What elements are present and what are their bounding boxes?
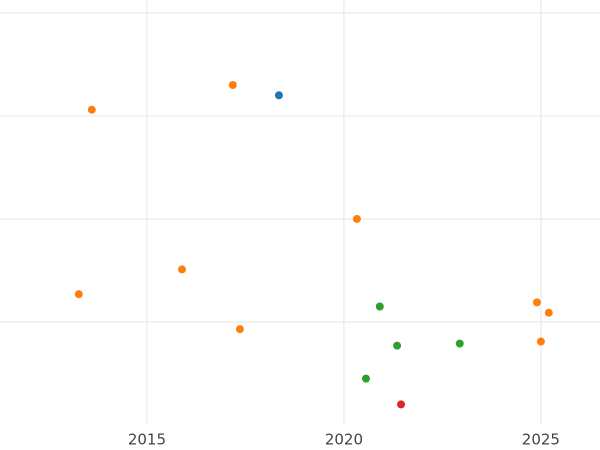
- point: [178, 265, 187, 274]
- point: [74, 290, 83, 299]
- point: [544, 308, 553, 317]
- point: [274, 91, 283, 100]
- x-tick-label: 2020: [325, 431, 363, 449]
- point: [397, 400, 406, 409]
- point: [375, 302, 384, 311]
- point: [536, 337, 545, 346]
- x-tick-label: 2025: [522, 431, 560, 449]
- point: [455, 339, 464, 348]
- point: [235, 325, 244, 334]
- point: [228, 81, 237, 89]
- point: [361, 374, 370, 383]
- x-tick-label: 2015: [128, 431, 166, 449]
- point: [532, 298, 541, 307]
- point: [87, 105, 96, 114]
- point: [352, 214, 361, 223]
- point: [393, 341, 402, 350]
